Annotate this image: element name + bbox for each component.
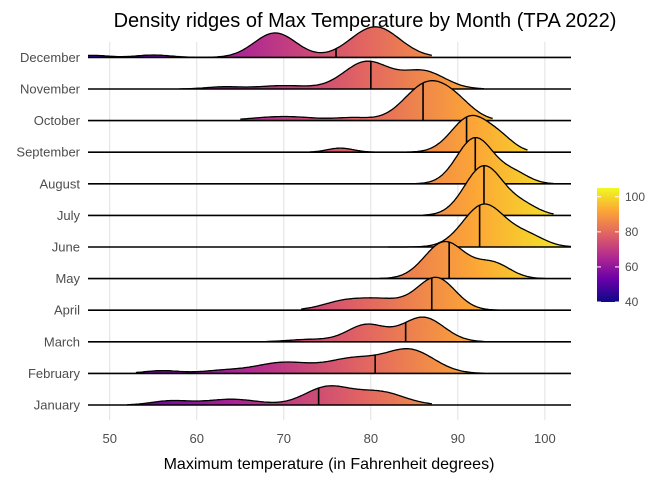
ridge-fill <box>88 26 432 58</box>
ridge-march <box>88 316 571 343</box>
ridge-april <box>88 276 571 312</box>
ridge-fill <box>135 348 484 374</box>
ridge-fill <box>266 317 484 342</box>
ridge-june <box>88 203 572 248</box>
ridge-fill <box>127 385 432 405</box>
x-tick-label: 80 <box>364 431 378 446</box>
x-tick-label: 90 <box>451 431 465 446</box>
y-tick-label: June <box>52 240 80 255</box>
ridge-outline <box>379 240 545 280</box>
ridge-november <box>88 60 571 90</box>
y-tick-label: August <box>40 176 81 191</box>
y-tick-label: December <box>20 50 81 65</box>
ridge-outline <box>309 114 528 153</box>
legend-colorbar <box>597 188 619 302</box>
y-tick-label: April <box>54 303 80 318</box>
y-tick-label: September <box>16 145 80 160</box>
chart-title: Density ridges of Max Temperature by Mon… <box>114 10 617 32</box>
x-tick-label: 50 <box>103 431 117 446</box>
ridge-october <box>88 80 571 122</box>
y-tick-label: January <box>34 398 81 413</box>
ridge-outline <box>127 385 432 406</box>
y-tick-label: May <box>55 271 80 286</box>
ridge-outline <box>88 26 432 58</box>
x-axis-ticks: 50 60 70 80 90 100 <box>103 431 556 446</box>
legend-tick-label: 80 <box>625 225 639 239</box>
y-tick-label: October <box>34 113 81 128</box>
ridge-outline <box>423 165 554 216</box>
ridge-outline <box>266 316 485 343</box>
ridge-fill <box>179 61 484 89</box>
ridge-outline <box>301 276 502 311</box>
ridge-fill <box>240 80 493 121</box>
legend-tick-label: 60 <box>625 260 639 274</box>
ridge-outline <box>240 80 493 120</box>
ridge-fill <box>301 277 502 311</box>
y-tick-label: March <box>44 334 80 349</box>
ridge-fill <box>379 241 545 279</box>
ridge-fill <box>423 165 554 216</box>
x-tick-label: 100 <box>534 431 556 446</box>
legend-tick-label: 40 <box>625 295 639 309</box>
ridge-december <box>88 26 571 59</box>
ridge-january <box>88 385 571 406</box>
ridge-outline <box>135 348 485 374</box>
x-tick-label: 70 <box>277 431 291 446</box>
x-tick-label: 60 <box>190 431 204 446</box>
x-axis-title: Maximum temperature (in Fahrenheit degre… <box>164 456 495 473</box>
y-tick-label: July <box>57 208 81 223</box>
ridges <box>88 26 572 406</box>
ridge-may <box>88 240 571 280</box>
y-tick-label: November <box>20 82 81 97</box>
ridge-february <box>88 348 571 375</box>
color-legend: 40 60 80 100 <box>597 188 645 309</box>
ridge-outline <box>179 60 484 90</box>
legend-tick-label: 100 <box>625 190 645 204</box>
y-axis-labels: December November October September August Ju… <box>16 50 80 413</box>
y-tick-label: February <box>28 366 81 381</box>
